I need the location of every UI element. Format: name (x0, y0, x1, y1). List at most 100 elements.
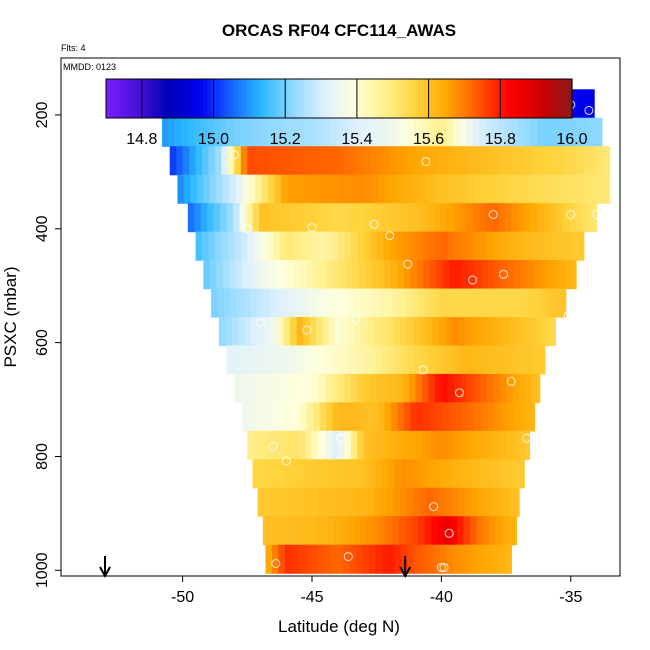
heatmap-cell (525, 430, 531, 460)
heatmap-cell (441, 373, 449, 403)
sample-point (566, 210, 576, 219)
colorbar-tick-label: 15.6 (413, 131, 444, 148)
colorbar-segment (109, 79, 115, 118)
heatmap-cell (336, 459, 344, 489)
heatmap-cell (498, 203, 506, 233)
colorbar-segment (335, 79, 340, 118)
heatmap-cell (390, 402, 399, 432)
heatmap-cell (572, 260, 577, 290)
heatmap-cell (543, 117, 551, 147)
heatmap-cell (407, 459, 415, 489)
colorbar-segment (261, 79, 266, 118)
colorbar-segment (471, 79, 476, 118)
colorbar-segment (513, 79, 519, 118)
colorbar-segment (272, 79, 278, 118)
colorbar-segment (172, 79, 177, 118)
heatmap-cell (357, 146, 365, 176)
heatmap-cell (304, 117, 312, 147)
sample-point (281, 456, 291, 466)
x-axis-tick-label: -50 (171, 589, 194, 606)
heatmap-cell (279, 231, 287, 261)
heatmap-cell (226, 203, 234, 233)
heatmap-cell (278, 117, 286, 147)
heatmap-cell (252, 459, 260, 489)
heatmap-cell (324, 146, 333, 176)
heatmap-cell (339, 174, 347, 204)
heatmap-cell (330, 544, 338, 574)
heatmap-cell (203, 260, 211, 290)
heatmap-cell (564, 146, 572, 176)
heatmap-cell (464, 487, 472, 517)
heatmap-cell (460, 373, 468, 403)
heatmap-cell (297, 203, 305, 233)
heatmap-cell (530, 345, 538, 375)
heatmap-cell (174, 117, 182, 147)
colorbar-segment (137, 79, 142, 118)
chart-title: ORCAS RF04 CFC114_AWAS (222, 21, 456, 40)
heatmap-cell (379, 516, 387, 546)
heatmap-cell (512, 146, 520, 176)
heatmap-cell (216, 174, 224, 204)
heatmap-cell (354, 317, 362, 347)
colorbar-segment (311, 79, 317, 118)
colorbar-segment (331, 79, 336, 118)
colorbar-segment (474, 79, 480, 118)
heatmap-cell (222, 260, 230, 290)
heatmap-cell (271, 459, 279, 489)
heatmap-cell (481, 260, 489, 290)
sample-point (271, 559, 281, 568)
heatmap-cell (433, 203, 441, 233)
heatmap-cell (583, 146, 591, 176)
heatmap-cell (336, 117, 344, 147)
heatmap-cell (486, 146, 494, 176)
heatmap-cell (176, 146, 184, 176)
heatmap-cell (403, 402, 411, 432)
heatmap-cell (293, 402, 301, 432)
heatmap-cell (429, 402, 437, 432)
heatmap-cell (427, 345, 435, 375)
heatmap-cell (239, 345, 247, 375)
heatmap-cell (290, 317, 298, 347)
heatmap-cell (388, 459, 396, 489)
heatmap-cell (434, 231, 443, 261)
heatmap-cell (403, 260, 411, 290)
colorbar-segment (280, 79, 286, 118)
heatmap-cell (327, 288, 335, 318)
heatmap-cell (513, 174, 521, 204)
flights-label: Flts: 4 (61, 43, 86, 53)
heatmap-cell (310, 203, 318, 233)
heatmap-cell (258, 345, 267, 375)
heatmap-cell (260, 231, 268, 261)
heatmap-cell (273, 231, 281, 261)
heatmap-cell (313, 402, 321, 432)
sample-point (351, 314, 361, 324)
heatmap-cell (366, 516, 374, 546)
heatmap-cell (194, 117, 202, 147)
heatmap-cell (416, 174, 424, 204)
heatmap-cell (459, 117, 467, 147)
heatmap-cell (403, 174, 411, 204)
heatmap-cell (291, 203, 299, 233)
heatmap-cell (264, 317, 272, 347)
heatmap-cell (604, 174, 611, 204)
heatmap-cell (257, 317, 265, 347)
heatmap-cell (576, 203, 584, 233)
heatmap-cell (271, 203, 279, 233)
heatmap-cell (331, 373, 339, 403)
heatmap-cell (456, 288, 465, 318)
y-axis-tick-label: 1000 (34, 552, 51, 588)
heatmap-cell (330, 459, 338, 489)
heatmap-cell (370, 430, 378, 460)
heatmap-cell (190, 174, 198, 204)
heatmap-cell (415, 146, 423, 176)
colorbar-segment (568, 79, 573, 118)
heatmap-cell (353, 516, 361, 546)
heatmap-cell (423, 174, 431, 204)
heatmap-cell (449, 174, 457, 204)
heatmap-cell (407, 117, 415, 147)
heatmap-cell (187, 117, 195, 147)
heatmap-cell (282, 288, 290, 318)
heatmap-cell (367, 487, 375, 517)
heatmap-cell (362, 117, 370, 147)
heatmap-cell (202, 231, 210, 261)
